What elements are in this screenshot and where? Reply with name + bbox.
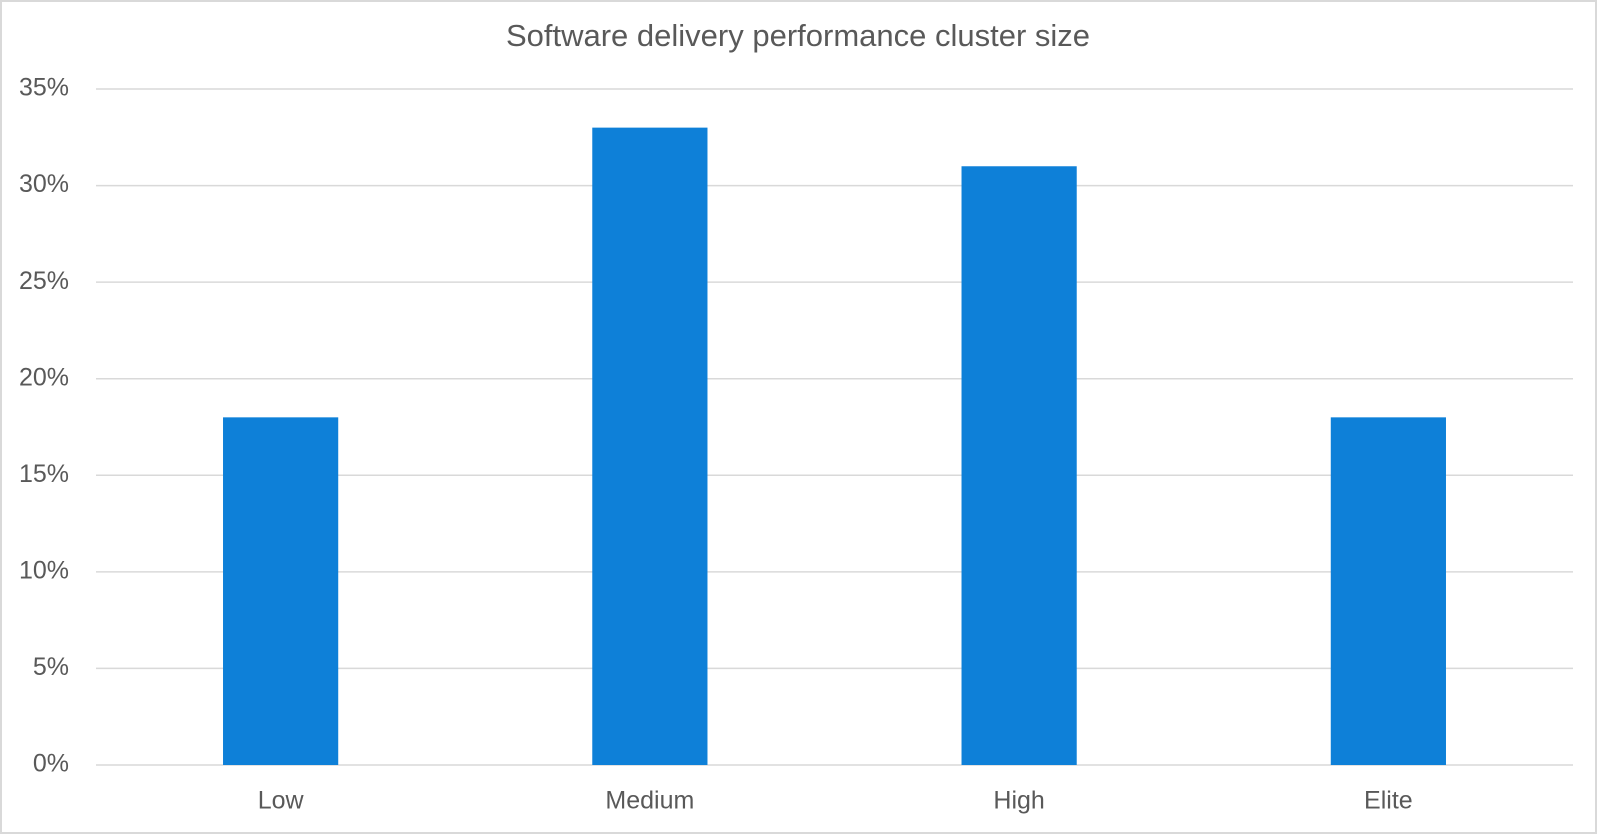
x-tick-label: Low	[258, 787, 305, 815]
x-tick-label: Elite	[1364, 787, 1413, 815]
y-tick-label: 15%	[19, 460, 69, 488]
x-tick-label: High	[993, 787, 1044, 815]
chart-title: Software delivery performance cluster si…	[506, 18, 1090, 53]
y-tick-label: 5%	[33, 653, 69, 681]
y-tick-label: 30%	[19, 170, 69, 198]
y-tick-label: 10%	[19, 556, 69, 584]
x-tick-label: Medium	[605, 787, 694, 815]
y-tick-label: 20%	[19, 363, 69, 391]
y-tick-label: 25%	[19, 267, 69, 295]
y-tick-label: 35%	[19, 74, 69, 102]
bar	[1330, 417, 1446, 765]
bar	[961, 166, 1077, 765]
bar	[592, 127, 708, 766]
bar	[223, 417, 339, 765]
y-tick-label: 0%	[33, 750, 69, 778]
